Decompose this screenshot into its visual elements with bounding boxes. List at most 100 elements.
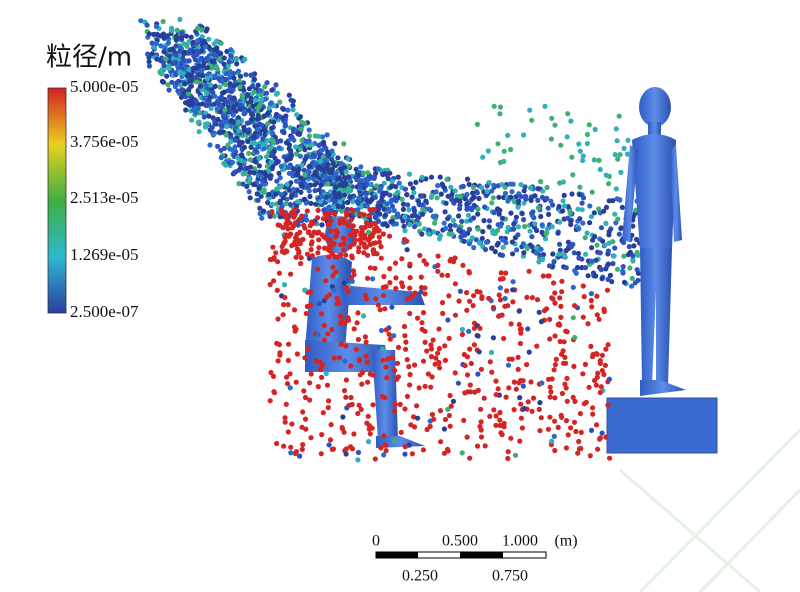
particle (283, 401, 289, 407)
particle (514, 247, 520, 253)
particle (160, 18, 166, 25)
particle (576, 191, 583, 198)
particle (552, 362, 559, 368)
particle (563, 385, 569, 391)
particle (502, 190, 508, 196)
particle (466, 241, 472, 247)
particle (594, 374, 600, 380)
particle (352, 232, 358, 238)
particle (579, 256, 585, 262)
particle (467, 298, 473, 304)
particle (372, 221, 378, 227)
particle (438, 191, 444, 197)
particle (415, 198, 422, 204)
particle (370, 247, 376, 254)
particle (243, 170, 249, 176)
particle (499, 252, 506, 258)
particle (508, 194, 514, 200)
particle (618, 225, 624, 231)
particle (166, 87, 172, 93)
particle (575, 450, 581, 456)
particle (478, 406, 484, 412)
particle (283, 211, 289, 217)
particle (299, 162, 305, 168)
particle (515, 224, 522, 230)
particle (562, 254, 568, 260)
particle (402, 214, 408, 220)
particle (524, 245, 530, 252)
particle (371, 175, 377, 181)
scale-label: 0.250 (402, 568, 438, 585)
particle (247, 157, 253, 163)
particle (176, 90, 182, 96)
particle (491, 182, 497, 188)
particle (563, 248, 569, 254)
particle (461, 238, 467, 244)
particle (300, 409, 306, 415)
particle (343, 446, 349, 452)
particle (436, 365, 443, 371)
particle (146, 59, 152, 65)
particle (364, 181, 370, 187)
particle (282, 123, 289, 129)
particle (546, 263, 553, 269)
particle (367, 207, 373, 213)
particle (365, 229, 372, 235)
particle (537, 252, 543, 258)
particle (248, 99, 254, 105)
particle (367, 175, 373, 181)
particle (592, 126, 598, 133)
particle (347, 232, 353, 238)
particle (612, 152, 618, 158)
particle (395, 174, 401, 180)
particle (518, 182, 524, 188)
particle (428, 174, 435, 180)
particle (241, 108, 247, 114)
particle (245, 129, 251, 135)
particle (571, 363, 577, 369)
particle (452, 370, 458, 376)
particle (485, 148, 491, 154)
particle (203, 82, 209, 88)
particle (336, 300, 342, 306)
particle (564, 329, 570, 335)
particle (285, 302, 291, 308)
particle (288, 450, 294, 456)
particle (499, 215, 505, 221)
particle (490, 335, 496, 341)
particle (506, 385, 512, 391)
particle (483, 239, 490, 245)
particle (267, 281, 273, 288)
particle (402, 228, 408, 234)
particle (368, 222, 374, 228)
particle (275, 358, 281, 364)
particle (339, 424, 345, 431)
particle (337, 182, 343, 188)
particle (332, 198, 338, 204)
particle (603, 434, 609, 440)
particle (620, 264, 626, 270)
particle (231, 83, 237, 89)
particle (256, 173, 262, 179)
particle (274, 287, 280, 293)
particle (158, 43, 164, 49)
particle (153, 23, 159, 30)
particle (201, 95, 207, 101)
particle (569, 191, 575, 197)
particle (462, 363, 468, 369)
particle (396, 180, 402, 186)
particle (302, 394, 309, 401)
particle (578, 429, 584, 435)
particle (475, 371, 481, 377)
particle (597, 250, 603, 256)
particle (366, 212, 372, 219)
particle (493, 422, 499, 428)
particle (447, 223, 453, 229)
particle (606, 229, 612, 235)
particle (207, 142, 213, 148)
particle (559, 278, 565, 284)
particle (181, 41, 187, 47)
particle (585, 273, 591, 279)
particle (601, 308, 607, 315)
particle (281, 302, 287, 308)
